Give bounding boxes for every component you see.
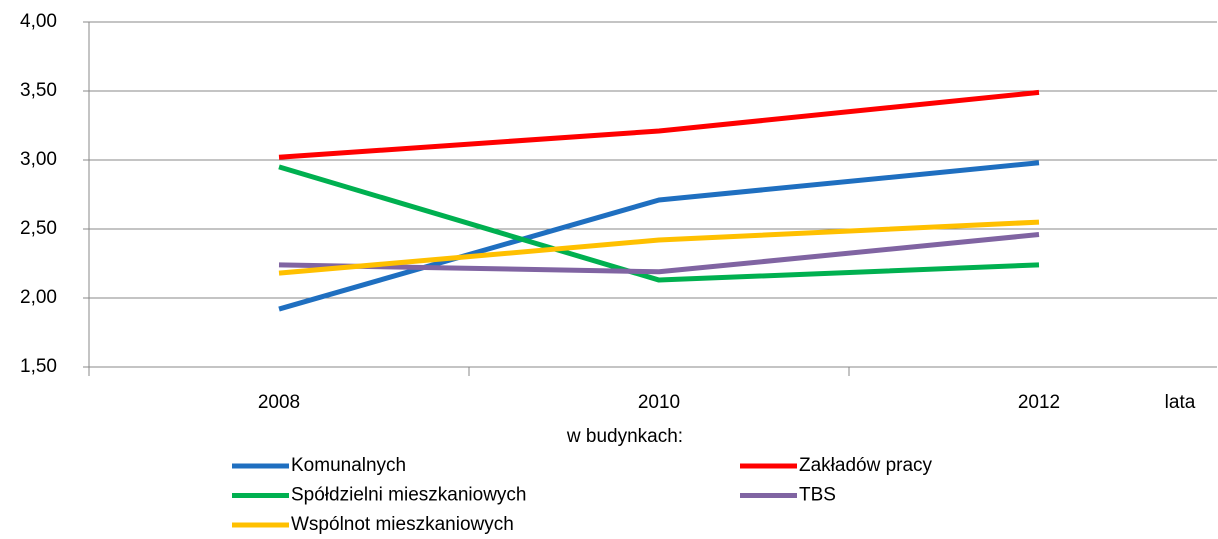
legend-label: Spółdzielni mieszkaniowych	[291, 485, 527, 506]
legend-label: Komunalnych	[291, 455, 406, 476]
y-tick-label: 3,00	[20, 149, 57, 170]
legend-label: Wspólnot mieszkaniowych	[291, 514, 514, 535]
x-axis-label: lata	[1165, 392, 1196, 413]
y-tick-label: 2,50	[20, 218, 57, 239]
y-tick-label: 3,50	[20, 80, 57, 101]
x-tick-label: 2012	[1018, 392, 1060, 413]
series-line	[278, 164, 1040, 283]
x-tick-label: 2008	[258, 392, 300, 413]
series-line	[278, 219, 1040, 276]
x-tick-label: 2010	[638, 392, 680, 413]
y-tick-label: 1,50	[20, 356, 57, 377]
legend-title: w budynkach:	[566, 426, 683, 447]
series-line	[278, 160, 1040, 312]
legend-label: Zakładów pracy	[799, 455, 933, 476]
legend-label: TBS	[799, 485, 836, 506]
series-line	[278, 89, 1040, 160]
series-line	[278, 232, 1040, 275]
y-tick-label: 4,00	[20, 11, 57, 32]
y-tick-label: 2,00	[20, 287, 57, 308]
